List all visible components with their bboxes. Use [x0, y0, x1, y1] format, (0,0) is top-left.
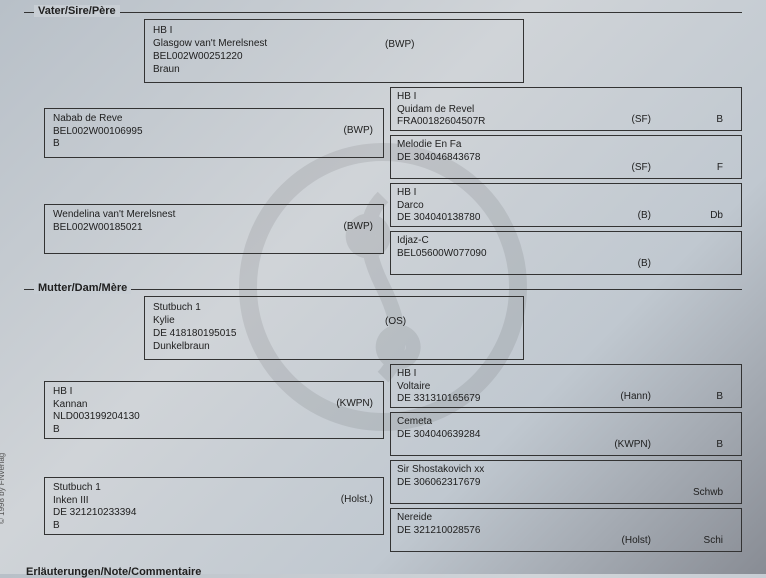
dam-gp2-row: Stutbuch 1 Inken III DE 321210233394 B (…: [44, 460, 742, 552]
sire-ggp2-col: F: [717, 162, 723, 175]
sire-ggp1-box: HB I Quidam de Revel FRA00182604507R (SF…: [390, 87, 742, 131]
dam-gp2-id: DE 321210233394: [53, 507, 375, 520]
dam-ggp3-id: DE 306062317679: [397, 477, 735, 490]
dam-section: Mutter/Dam/Mère Stutbuch 1 Kylie DE 4181…: [24, 289, 742, 558]
dam-gp1-wrap: HB I Kannan NLD003199204130 B (KWPN): [44, 364, 384, 456]
dam-ggp2-reg: (KWPN): [614, 439, 651, 452]
sire-ggp2-reg: (SF): [632, 162, 651, 175]
dam-ggp3-name: Sir Shostakovich xx: [397, 464, 735, 477]
sire-ggp3-id: DE 304040138780: [397, 212, 735, 225]
sire-ggp1-name: Quidam de Revel: [397, 104, 735, 117]
sire-gp2-id: BEL002W00185021: [53, 222, 375, 235]
dam-ggp1-book: HB I: [397, 368, 735, 381]
dam-header: Mutter/Dam/Mère: [34, 282, 131, 294]
dam-gp1-reg: (KWPN): [336, 398, 373, 411]
dam-header-bold: Mutter/Dam/Mère: [38, 282, 127, 294]
dam-gp1-box: HB I Kannan NLD003199204130 B (KWPN): [44, 381, 384, 439]
dam-gp1-color: B: [53, 424, 375, 437]
sire-gp2-box: Wendelina van't Merelsnest BEL002W001850…: [44, 204, 384, 254]
dam-book: Stutbuch 1: [153, 301, 515, 314]
dam-registry: (OS): [385, 315, 406, 328]
sire-ggp1-book: HB I: [397, 91, 735, 104]
dam-name: Kylie: [153, 314, 515, 327]
sire-ggp4-reg: (B): [638, 258, 651, 271]
sire-parent-box: HB I Glasgow van't Merelsnest BEL002W002…: [144, 19, 524, 83]
sire-ggp-col1: HB I Quidam de Revel FRA00182604507R (SF…: [390, 87, 742, 179]
dam-ggp2-name: Cemeta: [397, 416, 735, 429]
sire-ggp1-col: B: [716, 114, 723, 127]
sire-gp1-wrap: Nabab de Reve BEL002W00106995 B (BWP): [44, 87, 384, 179]
dam-ggp4-col: Schi: [704, 535, 723, 548]
sire-gp1-id: BEL002W00106995: [53, 126, 375, 139]
dam-ggp4-name: Nereide: [397, 512, 735, 525]
dam-ggp4-reg: (Holst): [622, 535, 651, 548]
sire-ggp4-name: Idjaz-C: [397, 235, 735, 248]
sire-gp2-reg: (BWP): [344, 221, 373, 234]
sire-ggp-col2: HB I Darco DE 304040138780 (B) Db Idjaz-…: [390, 183, 742, 275]
sire-book: HB I: [153, 24, 515, 37]
copyright: © 1998 by FNverlag: [0, 453, 6, 524]
dam-ggp1-id: DE 331310165679: [397, 393, 735, 406]
sire-ggp3-reg: (B): [638, 210, 651, 223]
dam-ggp1-name: Voltaire: [397, 381, 735, 394]
sire-ggp3-name: Darco: [397, 200, 735, 213]
sire-gp2-wrap: Wendelina van't Merelsnest BEL002W001850…: [44, 183, 384, 275]
dam-gp1-name: Kannan: [53, 399, 375, 412]
dam-gp1-book: HB I: [53, 386, 375, 399]
sire-gp1-name: Nabab de Reve: [53, 113, 375, 126]
dam-ggp3-box: Sir Shostakovich xx DE 306062317679 Schw…: [390, 460, 742, 504]
sire-ggp3-book: HB I: [397, 187, 735, 200]
sire-ggp4-box: Idjaz-C BEL05600W077090 (B): [390, 231, 742, 275]
dam-ggp4-id: DE 321210028576: [397, 525, 735, 538]
sire-ggp2-name: Melodie En Fa: [397, 139, 735, 152]
sire-registry: (BWP): [385, 38, 414, 51]
sire-gp1-row: Nabab de Reve BEL002W00106995 B (BWP) HB…: [44, 87, 742, 179]
sire-ggp1-id: FRA00182604507R: [397, 116, 735, 129]
dam-color: Dunkelbraun: [153, 340, 515, 353]
dam-ggp-col2: Sir Shostakovich xx DE 306062317679 Schw…: [390, 460, 742, 552]
dam-gp1-row: HB I Kannan NLD003199204130 B (KWPN) HB …: [44, 364, 742, 456]
dam-ggp2-col: B: [716, 439, 723, 452]
dam-parent-box: Stutbuch 1 Kylie DE 418180195015 Dunkelb…: [144, 296, 524, 360]
dam-id: DE 418180195015: [153, 327, 515, 340]
dam-ggp1-col: B: [716, 391, 723, 404]
sire-ggp1-reg: (SF): [632, 114, 651, 127]
dam-ggp3-col: Schwb: [693, 487, 723, 500]
sire-ggp3-col: Db: [710, 210, 723, 223]
footer-text: Erläuterungen/Note/Commentaire: [26, 566, 201, 578]
sire-name: Glasgow van't Merelsnest: [153, 37, 515, 50]
sire-id: BEL002W00251220: [153, 50, 515, 63]
dam-ggp1-reg: (Hann): [620, 391, 651, 404]
sire-ggp2-id: DE 304046843678: [397, 152, 735, 165]
sire-gp2-row: Wendelina van't Merelsnest BEL002W001850…: [44, 183, 742, 275]
dam-ggp1-box: HB I Voltaire DE 331310165679 (Hann) B: [390, 364, 742, 408]
sire-section: Vater/Sire/Père HB I Glasgow van't Merel…: [24, 12, 742, 281]
dam-gp2-name: Inken III: [53, 495, 375, 508]
dam-ggp-col1: HB I Voltaire DE 331310165679 (Hann) B C…: [390, 364, 742, 456]
sire-gp1-box: Nabab de Reve BEL002W00106995 B (BWP): [44, 108, 384, 158]
dam-gp1-id: NLD003199204130: [53, 411, 375, 424]
sire-ggp2-box: Melodie En Fa DE 304046843678 (SF) F: [390, 135, 742, 179]
sire-color: Braun: [153, 63, 515, 76]
sire-gp1-reg: (BWP): [344, 125, 373, 138]
sire-ggp3-box: HB I Darco DE 304040138780 (B) Db: [390, 183, 742, 227]
dam-ggp4-box: Nereide DE 321210028576 (Holst) Schi: [390, 508, 742, 552]
footer-label: Erläuterungen/Note/Commentaire: [26, 566, 742, 578]
dam-gp2-wrap: Stutbuch 1 Inken III DE 321210233394 B (…: [44, 460, 384, 552]
sire-gp1-color: B: [53, 138, 375, 151]
dam-gp2-color: B: [53, 520, 375, 533]
sire-header: Vater/Sire/Père: [34, 5, 120, 17]
sire-gp2-name: Wendelina van't Merelsnest: [53, 209, 375, 222]
dam-gp2-box: Stutbuch 1 Inken III DE 321210233394 B (…: [44, 477, 384, 535]
dam-gp2-reg: (Holst.): [341, 494, 373, 507]
dam-ggp2-box: Cemeta DE 304040639284 (KWPN) B: [390, 412, 742, 456]
sire-ggp4-id: BEL05600W077090: [397, 248, 735, 261]
dam-gp2-book: Stutbuch 1: [53, 482, 375, 495]
sire-header-bold: Vater/Sire/Père: [38, 5, 116, 17]
dam-ggp2-id: DE 304040639284: [397, 429, 735, 442]
